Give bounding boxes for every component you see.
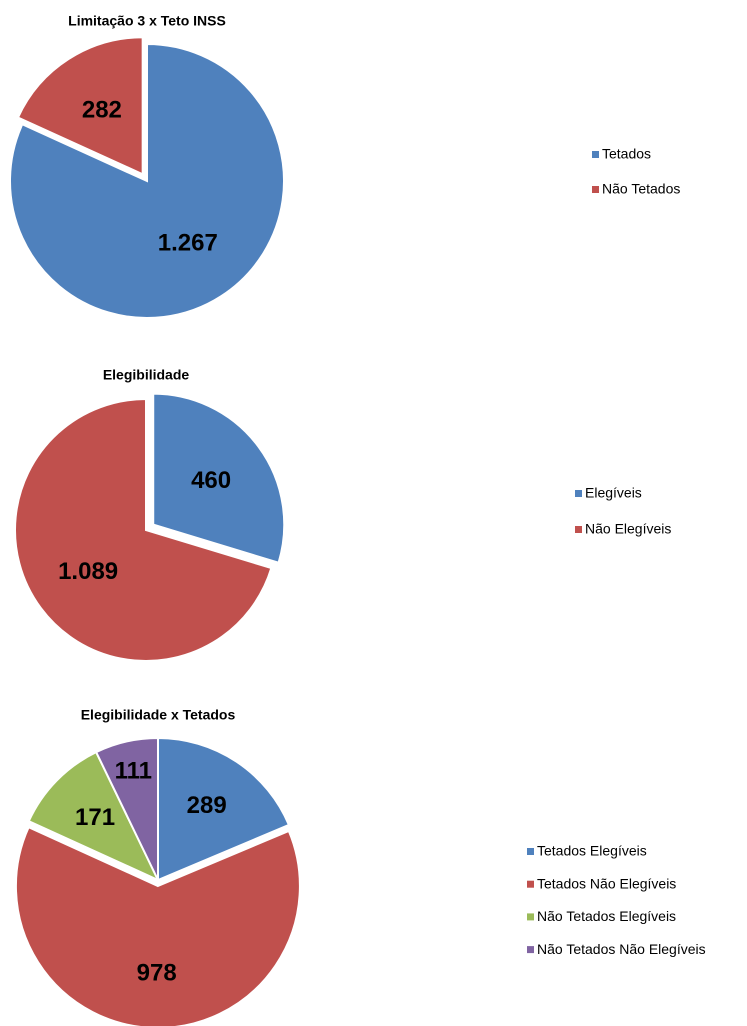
chart-title: Limitação 3 x Teto INSS (68, 13, 226, 29)
legend-label: Não Tetados (602, 181, 680, 197)
legend-label: Não Tetados Elegíveis (537, 908, 676, 924)
pie-slice (14, 397, 273, 662)
legend-label: Não Tetados Não Elegíveis (537, 941, 706, 957)
chart-title: Elegibilidade x Tetados (81, 707, 236, 723)
data-label: 1.089 (58, 558, 118, 585)
chart-title: Elegibilidade (103, 367, 190, 383)
pie-slice (157, 736, 291, 882)
data-label: 1.267 (158, 230, 218, 257)
data-label: 289 (187, 792, 227, 819)
legend-label: Elegíveis (585, 485, 642, 501)
data-label: 171 (75, 804, 115, 831)
legend-swatch (575, 526, 582, 533)
legend-swatch (527, 880, 534, 888)
data-label: 282 (82, 96, 122, 123)
data-label: 460 (191, 467, 231, 494)
legend-label: Tetados (602, 146, 651, 162)
legend-swatch (527, 848, 534, 855)
legend-label: Tetados Elegíveis (537, 843, 647, 859)
data-label: 978 (137, 959, 177, 986)
legend-swatch (592, 151, 599, 158)
pie-slice (14, 825, 301, 1026)
legend-label: Não Elegíveis (585, 521, 671, 537)
pie-slice (16, 36, 144, 176)
legend-label: Tetados Não Elegíveis (537, 875, 676, 891)
legend-swatch (575, 490, 582, 497)
data-label: 111 (115, 757, 152, 784)
legend-swatch (592, 186, 599, 193)
pie-slice (27, 750, 161, 883)
legend-swatch (527, 946, 534, 954)
pie-slice (9, 42, 285, 319)
pie-slice (152, 392, 286, 564)
pie-slice (94, 736, 159, 881)
legend-swatch (527, 913, 534, 921)
